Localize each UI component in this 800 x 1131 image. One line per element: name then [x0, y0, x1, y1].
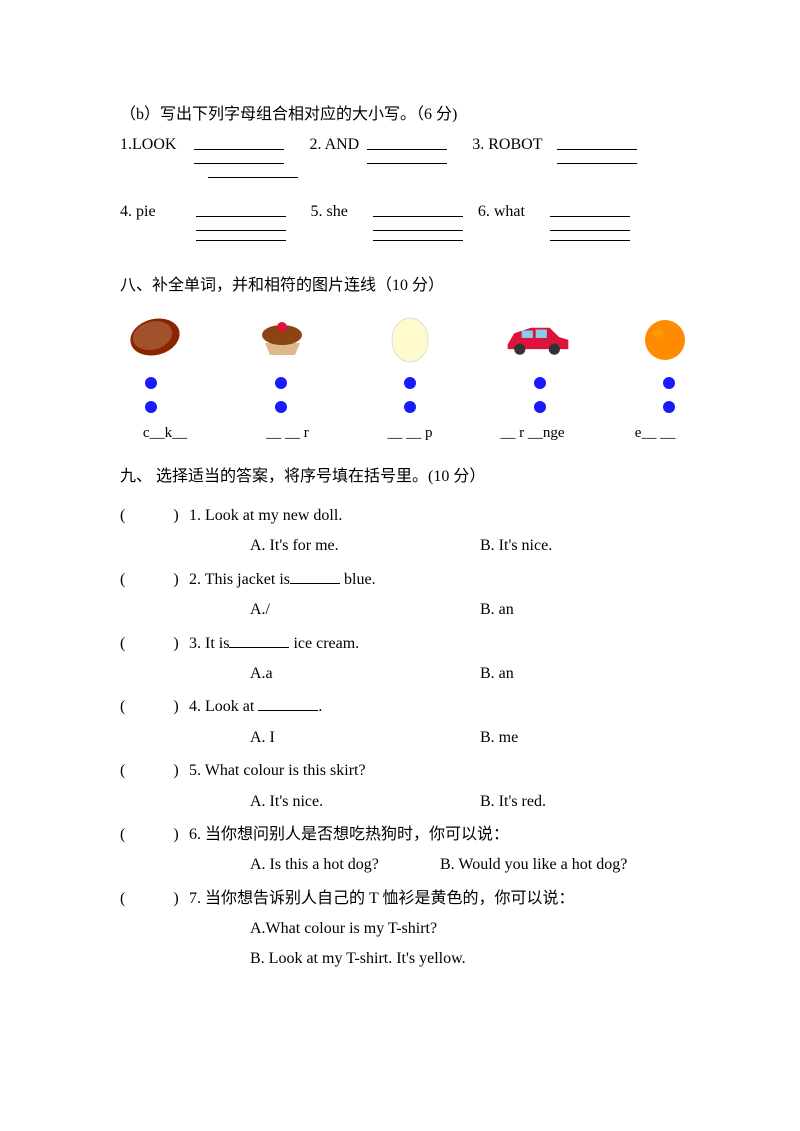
q4-optb: B. me [480, 723, 518, 753]
question-1: ( ) 1. Look at my new doll. A. It's for … [120, 501, 700, 562]
q7-opta: A.What colour is my T-shirt? [250, 914, 700, 944]
dot-bottom-3[interactable] [404, 401, 416, 413]
q4-opta: A. I [250, 723, 480, 753]
lines-2[interactable] [367, 136, 447, 164]
q7-optb: B. Look at my T-shirt. It's yellow. [250, 944, 700, 974]
q5-optb: B. It's red. [480, 787, 546, 817]
q3-optb: B. an [480, 659, 514, 689]
q1-opta: A. It's for me. [250, 531, 480, 561]
question-4: ( ) 4. Look at . A. IB. me [120, 692, 700, 753]
q5-opta: A. It's nice. [250, 787, 480, 817]
item-word-6: what [494, 203, 525, 220]
item-num-5: 5. [311, 203, 323, 220]
image-orange [630, 310, 700, 365]
lines-3[interactable] [557, 136, 637, 164]
dot-bottom-4[interactable] [534, 401, 546, 413]
q5-text: What colour is this skirt? [205, 762, 366, 779]
section-nine: 九、 选择适当的答案，将序号填在括号里。(10 分） ( ) 1. Look a… [120, 462, 700, 975]
paren-4[interactable]: ( ) [120, 692, 185, 722]
lines-4[interactable] [196, 203, 286, 241]
dots-row-bottom [120, 401, 700, 413]
words-row: c__k__ __ __ r __ __ p __ r __nge e__ __ [120, 425, 700, 442]
q6-opta: A. Is this a hot dog? [250, 850, 440, 880]
paren-7[interactable]: ( ) [120, 884, 185, 914]
item-num-2: 2. [309, 136, 321, 153]
item-word-3: ROBOT [488, 136, 542, 153]
q1-optb: B. It's nice. [480, 531, 552, 561]
question-2: ( ) 2. This jacket is blue. A./B. an [120, 565, 700, 626]
q5-num: 5. [189, 762, 201, 779]
question-6: ( ) 6. 当你想问别人是否想吃热狗时，你可以说： A. Is this a … [120, 820, 700, 881]
paren-5[interactable]: ( ) [120, 756, 185, 786]
word-4[interactable]: __ r __nge [488, 425, 578, 442]
word-1[interactable]: c__k__ [120, 425, 210, 442]
section-eight: 八、补全单词，并和相符的图片连线（10 分） c__k__ _ [120, 271, 700, 442]
dot-bottom-2[interactable] [275, 401, 287, 413]
q3-num: 3. [189, 635, 201, 652]
writing-item-2: 2. AND [309, 136, 447, 164]
dot-top-4[interactable] [534, 377, 546, 389]
paren-2[interactable]: ( ) [120, 565, 185, 595]
dot-bottom-1[interactable] [145, 401, 157, 413]
dot-top-3[interactable] [404, 377, 416, 389]
item-word-2: AND [325, 136, 360, 153]
q6-optb: B. Would you like a hot dog? [440, 850, 627, 880]
dot-bottom-5[interactable] [663, 401, 675, 413]
item-num-4: 4. [120, 203, 132, 220]
lines-5[interactable] [373, 203, 463, 241]
q2-optb: B. an [480, 595, 514, 625]
question-7: ( ) 7. 当你想告诉别人自己的 T 恤衫是黄色的，你可以说： A.What … [120, 884, 700, 975]
question-5: ( ) 5. What colour is this skirt? A. It'… [120, 756, 700, 817]
q4-num: 4. [189, 698, 201, 715]
item-num-3: 3. [472, 136, 484, 153]
writing-item-5: 5. she [311, 203, 463, 241]
section-b-title: （b）写出下列字母组合相对应的大小写。（6 分) [120, 100, 700, 124]
image-egg [375, 310, 445, 365]
q2-num: 2. [189, 571, 201, 588]
image-car [503, 310, 573, 365]
q1-text: Look at my new doll. [205, 507, 342, 524]
dot-top-5[interactable] [663, 377, 675, 389]
writing-row-2: 4. pie 5. she 6. what [120, 203, 700, 241]
q7-num: 7. [189, 890, 201, 907]
section-nine-title: 九、 选择适当的答案，将序号填在括号里。(10 分） [120, 462, 700, 486]
item-num-6: 6. [478, 203, 490, 220]
writing-item-1: 1.LOOK [120, 136, 284, 164]
q6-text: 当你想问别人是否想吃热狗时，你可以说： [205, 826, 509, 843]
item-word-5: she [327, 203, 348, 220]
paren-6[interactable]: ( ) [120, 820, 185, 850]
image-meat [120, 310, 190, 365]
q2-opta: A./ [250, 595, 480, 625]
writing-item-3: 3. ROBOT [472, 136, 637, 164]
extra-line-1 [208, 168, 298, 178]
images-row [120, 310, 700, 365]
writing-row-1: 1.LOOK 2. AND 3. ROBOT [120, 136, 700, 164]
lines-1[interactable] [194, 136, 284, 164]
q7-text: 当你想告诉别人自己的 T 恤衫是黄色的，你可以说： [205, 890, 575, 907]
image-tart [248, 310, 318, 365]
q3-opta: A.a [250, 659, 480, 689]
item-word-1: LOOK [132, 136, 176, 153]
question-3: ( ) 3. It is ice cream. A.aB. an [120, 629, 700, 690]
word-5[interactable]: e__ __ [610, 425, 700, 442]
word-3[interactable]: __ __ p [365, 425, 455, 442]
section-eight-title: 八、补全单词，并和相符的图片连线（10 分） [120, 271, 700, 295]
writing-item-4: 4. pie [120, 203, 286, 241]
dot-top-2[interactable] [275, 377, 287, 389]
q6-num: 6. [189, 826, 201, 843]
item-word-4: pie [136, 203, 156, 220]
writing-item-6: 6. what [478, 203, 630, 241]
word-2[interactable]: __ __ r [243, 425, 333, 442]
dot-top-1[interactable] [145, 377, 157, 389]
paren-3[interactable]: ( ) [120, 629, 185, 659]
q1-num: 1. [189, 507, 201, 524]
item-num-1: 1. [120, 136, 132, 153]
section-b: （b）写出下列字母组合相对应的大小写。（6 分) 1.LOOK 2. AND 3… [120, 100, 700, 241]
paren-1[interactable]: ( ) [120, 501, 185, 531]
dots-row-top [120, 377, 700, 389]
lines-6[interactable] [550, 203, 630, 241]
